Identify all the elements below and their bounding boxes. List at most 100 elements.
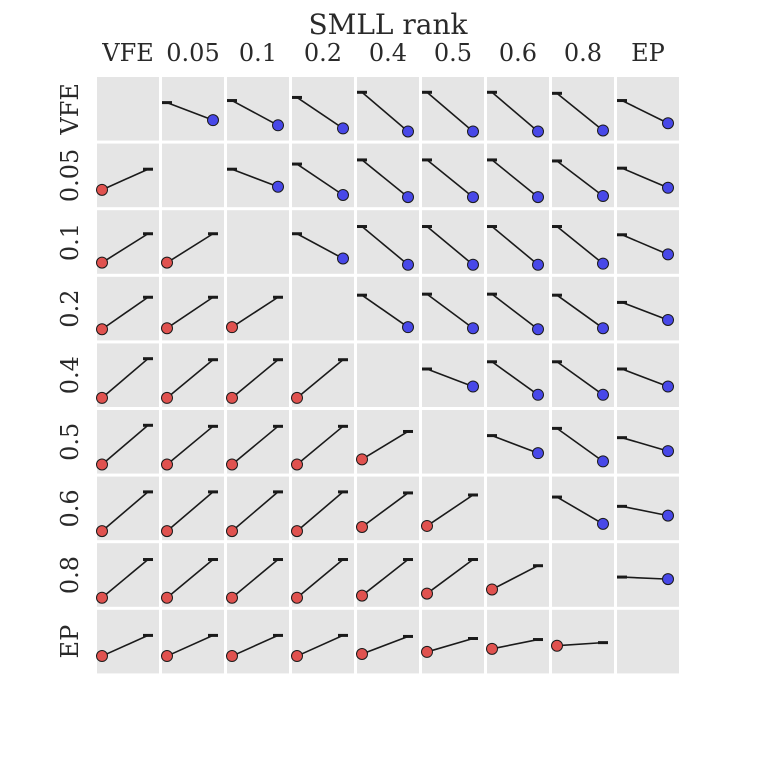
pair-line — [556, 361, 604, 396]
red-point — [96, 391, 108, 404]
pair-line — [166, 491, 214, 532]
red-point — [161, 256, 173, 269]
cell — [227, 143, 289, 208]
pair-line — [101, 491, 149, 532]
cell — [291, 609, 354, 674]
pair-line — [166, 558, 214, 599]
pair-line — [556, 641, 604, 647]
blue-point — [402, 258, 414, 271]
cell — [292, 143, 354, 208]
cell-background — [162, 77, 224, 141]
cell-background — [487, 476, 549, 541]
cell — [617, 210, 679, 274]
row-label: 0.1 — [56, 223, 84, 261]
pair-line — [101, 358, 149, 399]
pair-line — [361, 225, 409, 266]
cell — [162, 77, 224, 141]
red-point — [226, 391, 238, 404]
cell — [421, 543, 484, 607]
cell — [357, 77, 419, 141]
red-point — [96, 183, 108, 196]
blue-point — [662, 248, 674, 261]
red-point — [291, 650, 303, 663]
cell — [226, 410, 289, 474]
pair-line — [361, 635, 409, 655]
cell — [422, 343, 484, 407]
cell-background — [617, 77, 679, 141]
blue-point — [597, 124, 609, 137]
cell — [552, 276, 614, 341]
pair-line — [621, 234, 669, 256]
cell — [97, 77, 159, 141]
red-point — [421, 587, 433, 600]
blue-point — [467, 322, 479, 335]
pair-line — [621, 167, 669, 189]
pair-line — [361, 492, 409, 528]
red-point — [96, 650, 108, 663]
cell — [357, 210, 419, 274]
pair-line — [361, 558, 409, 597]
pair-line — [556, 496, 604, 525]
pair-line — [361, 430, 409, 461]
pair-line — [426, 637, 474, 653]
pair-line — [231, 296, 279, 328]
cell-grid — [96, 77, 679, 674]
cell — [227, 210, 289, 274]
cell — [161, 276, 224, 341]
cell — [291, 543, 354, 607]
cell — [487, 143, 549, 208]
blue-point — [662, 573, 674, 586]
cell — [617, 410, 679, 474]
blue-point — [532, 258, 544, 271]
blue-point — [662, 380, 674, 393]
cell — [617, 476, 679, 541]
pair-line — [621, 301, 669, 321]
column-label: VFE — [101, 39, 154, 67]
pair-line — [101, 424, 149, 466]
row-labels: VFE 0.05 0.1 0.2 0.4 0.5 0.6 0.8 EP — [56, 83, 84, 658]
red-point — [551, 639, 563, 652]
cell-background — [357, 343, 419, 407]
red-point — [226, 525, 238, 538]
pair-line — [166, 233, 214, 264]
red-point — [226, 650, 238, 663]
blue-point — [597, 517, 609, 530]
cell — [422, 410, 484, 474]
red-point — [161, 391, 173, 404]
cell-background — [97, 77, 159, 141]
red-point — [161, 322, 173, 335]
cell — [226, 609, 289, 674]
red-point — [291, 591, 303, 604]
cell — [96, 143, 159, 208]
pair-line — [166, 101, 214, 121]
blue-point — [662, 445, 674, 458]
column-label: 0.6 — [499, 39, 537, 67]
pair-line — [621, 436, 669, 452]
pair-line — [491, 159, 539, 198]
pair-line — [426, 558, 474, 595]
cell-background — [617, 476, 679, 541]
red-point — [356, 520, 368, 533]
cell — [96, 343, 159, 407]
cell — [96, 276, 159, 341]
blue-point — [402, 125, 414, 138]
pair-line — [231, 425, 279, 466]
cell-background — [422, 343, 484, 407]
cell-background — [97, 143, 159, 208]
cell-background — [422, 410, 484, 474]
pair-line — [491, 638, 539, 650]
cell — [617, 77, 679, 141]
cell — [96, 609, 159, 674]
cell — [291, 343, 354, 407]
cell — [161, 476, 224, 541]
blue-point — [402, 321, 414, 334]
blue-point — [402, 191, 414, 204]
cell — [617, 543, 679, 607]
cell-background — [617, 276, 679, 341]
red-point — [291, 458, 303, 471]
cell — [617, 143, 679, 208]
red-point — [291, 391, 303, 404]
pair-line — [166, 425, 214, 466]
cell-background — [227, 609, 289, 674]
cell — [617, 343, 679, 407]
